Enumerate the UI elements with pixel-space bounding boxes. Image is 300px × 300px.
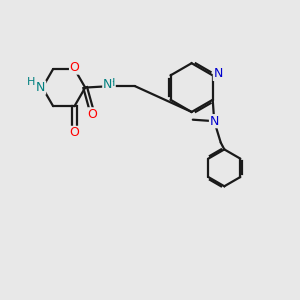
Text: O: O [70, 61, 80, 74]
Text: N: N [36, 81, 46, 94]
Text: N: N [213, 68, 223, 80]
Text: O: O [88, 108, 98, 121]
Text: H: H [27, 77, 35, 87]
Text: N: N [209, 115, 219, 128]
Text: N: N [103, 78, 112, 91]
Text: O: O [70, 126, 80, 140]
Text: H: H [107, 78, 115, 88]
